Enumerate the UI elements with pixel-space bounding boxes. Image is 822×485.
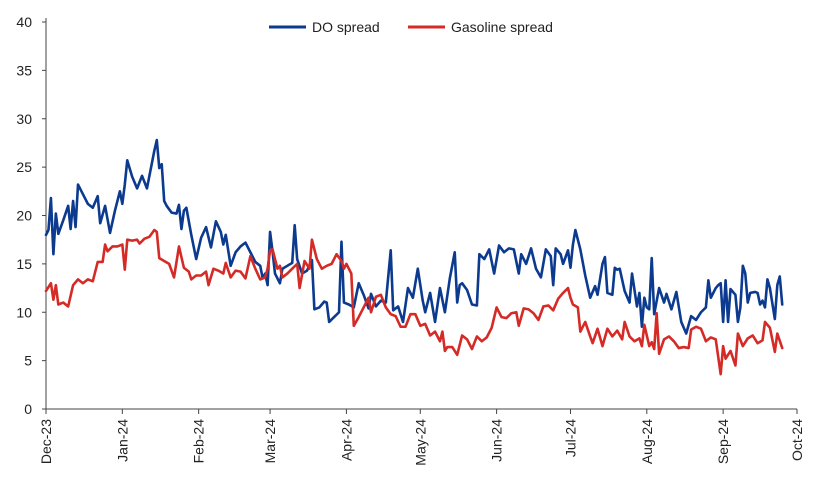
x-tick-label: Jul-24 bbox=[562, 419, 578, 457]
y-tick-label: 35 bbox=[16, 62, 32, 78]
x-tick-label: Aug-24 bbox=[639, 419, 655, 464]
series-layer bbox=[44, 138, 784, 376]
y-tick-label: 0 bbox=[24, 401, 32, 417]
x-tick-label: Sep-24 bbox=[715, 419, 731, 464]
legend: DO spread Gasoline spread bbox=[269, 19, 553, 35]
y-tick-label: 10 bbox=[16, 304, 32, 320]
y-tick-label: 20 bbox=[16, 208, 32, 224]
series-line-do-spread bbox=[44, 138, 784, 335]
x-tick-label: Oct-24 bbox=[789, 419, 805, 461]
y-tick-label: 30 bbox=[16, 111, 32, 127]
y-tick-label: 25 bbox=[16, 159, 32, 175]
y-tick-label: 15 bbox=[16, 256, 32, 272]
x-tick-label: Mar-24 bbox=[262, 419, 278, 464]
x-tick-label: May-24 bbox=[412, 419, 428, 466]
x-tick-label: Jan-24 bbox=[114, 419, 130, 462]
series-line-gasoline-spread bbox=[44, 228, 784, 376]
legend-label-gasoline-spread: Gasoline spread bbox=[451, 19, 553, 35]
x-tick-label: Dec-23 bbox=[38, 419, 54, 464]
axes: 0 5 10 15 20 25 30 35 40 Dec-23 Jan-24 Feb-24 Mar-24… bbox=[16, 14, 805, 466]
x-tick-label: Feb-24 bbox=[191, 419, 207, 464]
x-tick-label: Jun-24 bbox=[489, 419, 505, 462]
y-tick-label: 5 bbox=[24, 353, 32, 369]
legend-label-do-spread: DO spread bbox=[312, 19, 380, 35]
y-tick-label: 40 bbox=[16, 14, 32, 30]
x-tick-label: Apr-24 bbox=[338, 419, 354, 461]
